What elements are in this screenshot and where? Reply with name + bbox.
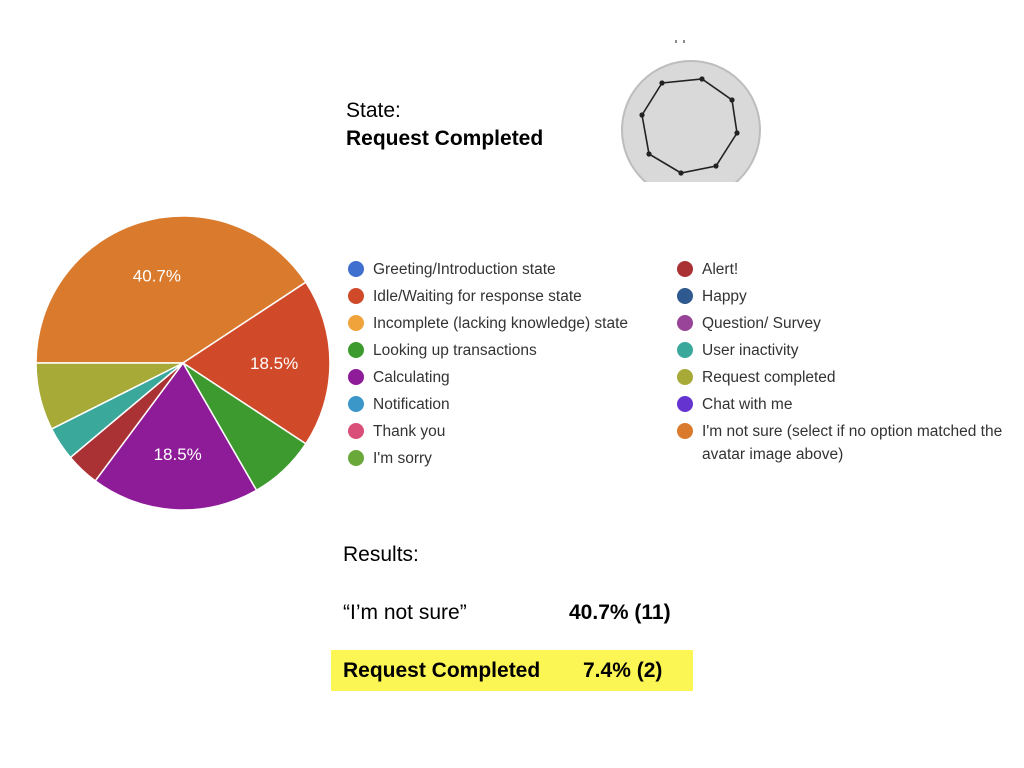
state-value: Request Completed <box>346 127 544 150</box>
legend-item: Notification <box>348 393 668 416</box>
legend-item: User inactivity <box>677 339 1017 362</box>
legend-label: I'm sorry <box>373 450 432 467</box>
legend-swatch <box>348 369 364 385</box>
pie-data-label-1: 18.5% <box>250 354 298 373</box>
legend-swatch <box>677 423 693 439</box>
result-value-request-completed: 7.4% (2) <box>583 659 663 682</box>
legend-label: Greeting/Introduction state <box>373 261 556 278</box>
legend-swatch <box>348 450 364 466</box>
legend-swatch <box>677 342 693 358</box>
legend-item: Idle/Waiting for response state <box>348 285 668 308</box>
legend-swatch <box>677 396 693 412</box>
result-label-request-completed: Request Completed <box>343 659 541 682</box>
legend-swatch <box>348 261 364 277</box>
legend-swatch <box>348 315 364 331</box>
legend-swatch <box>348 423 364 439</box>
pie-chart: 40.7% 18.5% 18.5% <box>0 200 340 530</box>
legend-swatch <box>677 261 693 277</box>
legend-swatch <box>348 396 364 412</box>
legend-label: Happy <box>702 288 747 305</box>
legend-label: Looking up transactions <box>373 342 537 359</box>
pie-slice-12 <box>35 362 184 430</box>
legend-swatch <box>348 288 364 304</box>
robot-face-icon <box>618 36 764 200</box>
legend-item: I'm sorry <box>348 447 668 470</box>
legend-item: Happy <box>677 285 1017 308</box>
legend-label: User inactivity <box>702 342 799 359</box>
legend-label: Idle/Waiting for response state <box>373 288 582 305</box>
legend-column-2: Alert! Happy Question/ Survey User inactivi… <box>677 258 1017 470</box>
pie-data-label-14: 40.7% <box>133 267 181 286</box>
legend-item: Chat with me <box>677 393 1017 416</box>
legend-item: Alert! <box>677 258 1017 281</box>
legend-swatch <box>677 369 693 385</box>
legend-column-1: Greeting/Introduction state Idle/Waiting … <box>348 258 668 474</box>
legend-item: Calculating <box>348 366 668 389</box>
legend-label: Thank you <box>373 423 446 440</box>
legend-item: Greeting/Introduction state <box>348 258 668 281</box>
pie-data-label-4: 18.5% <box>154 445 202 464</box>
result-label-not-sure: “I’m not sure” <box>343 601 467 624</box>
legend-item: Looking up transactions <box>348 339 668 362</box>
legend-item: Request completed <box>677 366 1017 389</box>
legend-item: Question/ Survey <box>677 312 1017 335</box>
legend-label: Alert! <box>702 261 739 278</box>
legend-swatch <box>677 288 693 304</box>
result-value-not-sure: 40.7% (11) <box>569 601 671 624</box>
legend-swatch <box>348 342 364 358</box>
legend-item: I'm not sure (select if no option matche… <box>677 420 1017 466</box>
legend-item: Thank you <box>348 420 668 443</box>
legend-label: Notification <box>373 396 450 413</box>
legend-item: Incomplete (lacking knowledge) state <box>348 312 668 335</box>
pie-slice-1 <box>181 281 331 445</box>
state-label: State: <box>346 99 401 122</box>
legend-label: Incomplete (lacking knowledge) state <box>373 315 629 332</box>
legend-label: I'm not sure (select if no option matche… <box>702 423 1003 463</box>
legend-swatch <box>677 315 693 331</box>
legend-label: Request completed <box>702 369 836 386</box>
results-title: Results: <box>343 543 419 566</box>
legend-label: Chat with me <box>702 396 793 413</box>
legend-label: Calculating <box>373 369 450 386</box>
legend-label: Question/ Survey <box>702 315 821 332</box>
result-highlight <box>331 650 693 691</box>
pie-slice-4 <box>94 361 258 511</box>
